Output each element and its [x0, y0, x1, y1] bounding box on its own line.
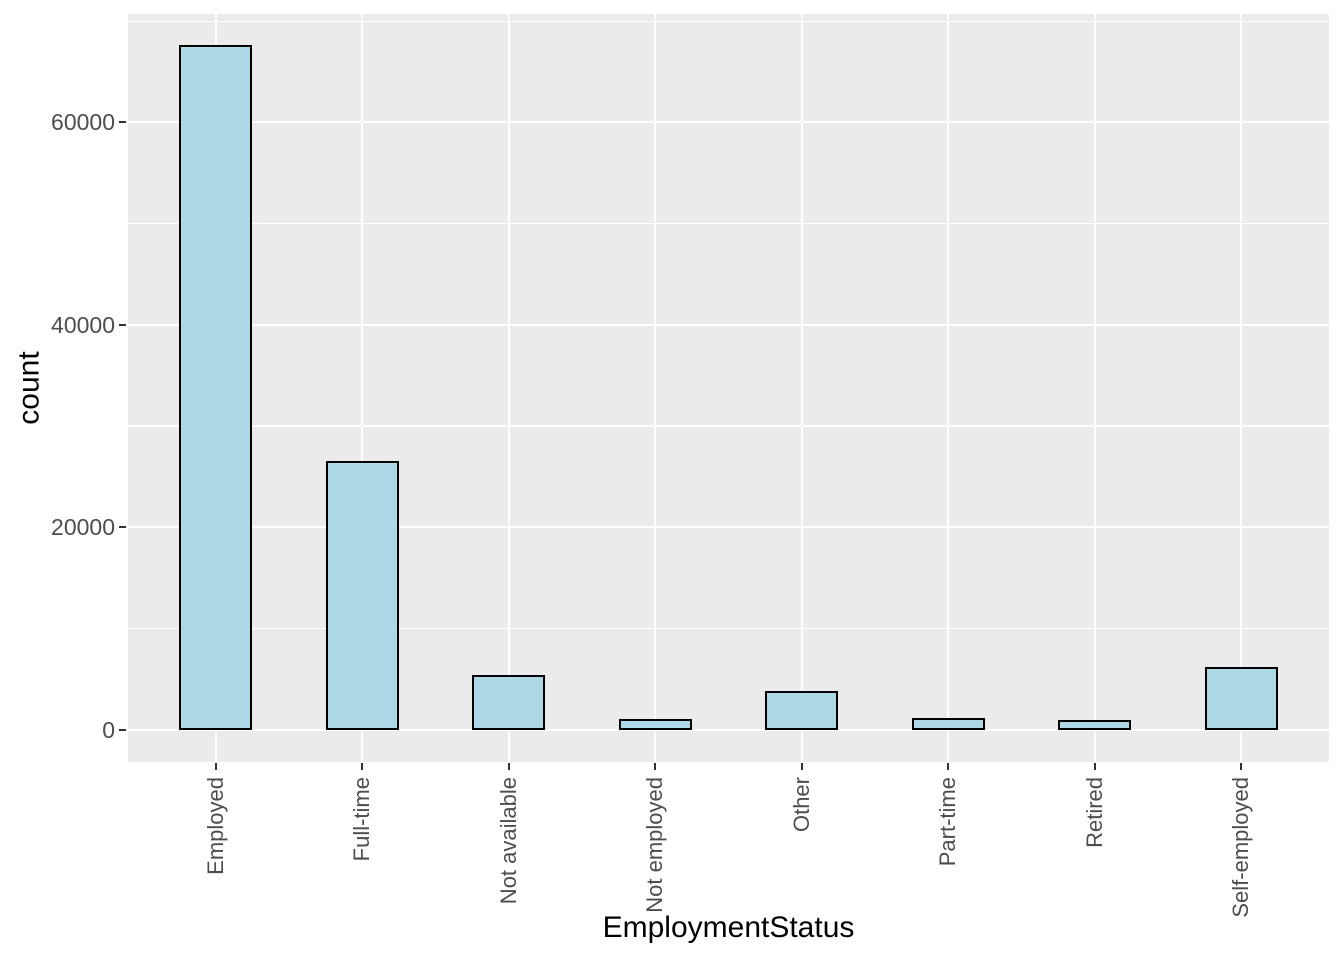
x-tick-label-not-employed: Not employed — [642, 777, 668, 913]
plot-panel — [128, 14, 1329, 762]
gridline-x-full-time — [361, 14, 364, 762]
bar-part-time — [911, 717, 985, 731]
x-tick-label-part-time: Part-time — [935, 777, 961, 867]
gridline-x-other — [800, 14, 803, 762]
gridline-x-not-employed — [654, 14, 657, 762]
gridline-x-not-available — [507, 14, 510, 762]
x-tick-label-full-time: Full-time — [349, 777, 375, 862]
bar-self-employed — [1204, 666, 1278, 731]
y-axis-title-text: count — [13, 351, 47, 425]
y-tick-label-0: 0 — [102, 716, 115, 743]
bar-employed — [179, 44, 253, 731]
x-tick-label-employed: Employed — [202, 777, 228, 875]
gridline-major-y-0 — [128, 728, 1329, 731]
x-tick-label-retired: Retired — [1081, 777, 1107, 848]
x-tick-other — [800, 763, 803, 770]
gridline-minor-y-50000 — [128, 222, 1329, 225]
x-tick-label-self-employed: Self-employed — [1228, 777, 1254, 918]
gridline-major-y-60000 — [128, 121, 1329, 124]
x-tick-label-other: Other — [788, 777, 814, 833]
y-tick-20000 — [119, 526, 126, 529]
y-tick-label-60000: 60000 — [51, 109, 115, 136]
bar-full-time — [325, 461, 399, 731]
y-tick-label-20000: 20000 — [51, 514, 115, 541]
x-tick-full-time — [361, 763, 364, 770]
gridline-minor-y-30000 — [128, 425, 1329, 427]
gridline-x-part-time — [947, 14, 950, 762]
y-tick-60000 — [119, 121, 126, 124]
gridline-x-retired — [1093, 14, 1096, 762]
gridline-major-y-40000 — [128, 323, 1329, 326]
gridline-x-self-employed — [1240, 14, 1243, 762]
bar-other — [765, 691, 839, 731]
x-tick-retired — [1093, 763, 1096, 770]
gridline-major-y-20000 — [128, 526, 1329, 529]
y-tick-label-40000: 40000 — [51, 311, 115, 338]
bar-retired — [1058, 719, 1132, 731]
x-tick-employed — [214, 763, 217, 770]
x-tick-part-time — [947, 763, 950, 770]
y-tick-40000 — [119, 323, 126, 326]
x-tick-label-not-available: Not available — [495, 777, 521, 905]
gridline-minor-y-70000 — [128, 20, 1329, 23]
y-tick-0 — [119, 728, 126, 731]
gridline-minor-y-10000 — [128, 627, 1329, 630]
bar-not-employed — [618, 719, 692, 731]
x-tick-not-employed — [654, 763, 657, 770]
x-axis-title: EmploymentStatus — [602, 911, 855, 944]
x-tick-not-available — [507, 763, 510, 770]
bar-not-available — [472, 674, 546, 731]
x-tick-self-employed — [1240, 763, 1243, 770]
